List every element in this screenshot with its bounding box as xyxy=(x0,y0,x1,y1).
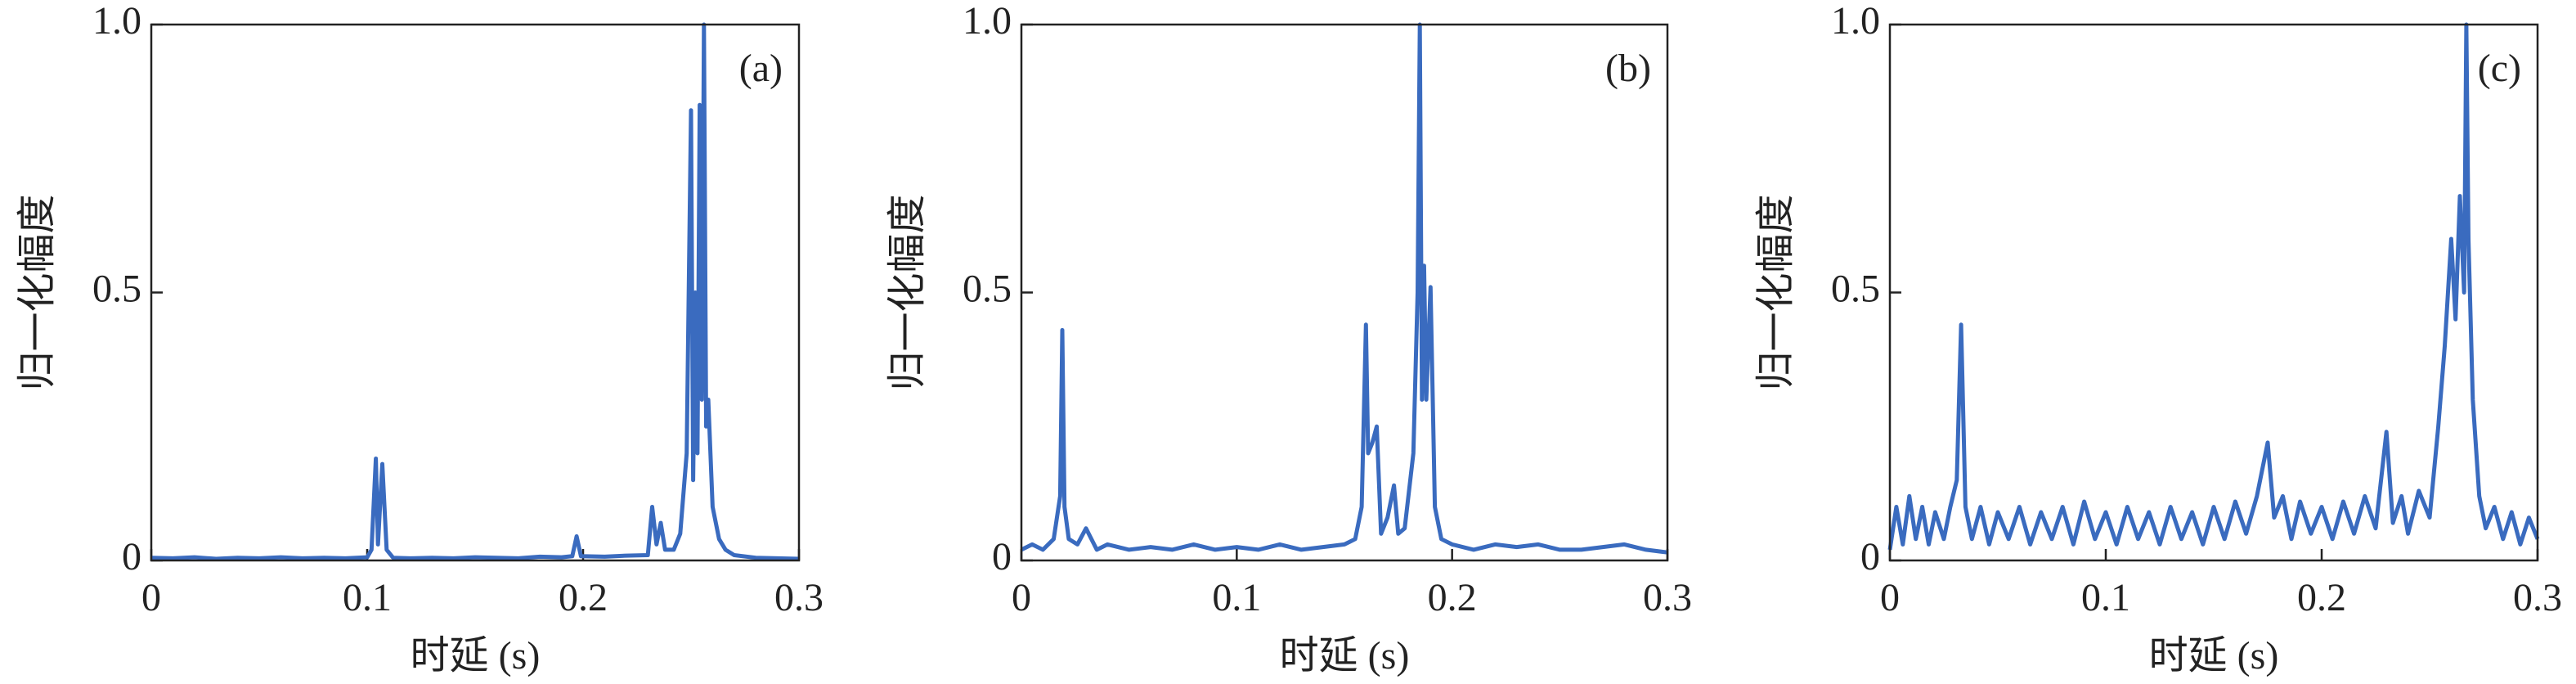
y-tick-label: 0 xyxy=(122,535,141,578)
x-tick-label: 0.3 xyxy=(774,576,824,619)
panel-label: (b) xyxy=(1605,47,1651,90)
x-tick-label: 0.2 xyxy=(559,576,608,619)
x-tick-label: 0.2 xyxy=(1428,576,1477,619)
panel-label: (a) xyxy=(739,47,783,90)
x-axis-label: 时延 (s) xyxy=(1280,634,1410,677)
signal-line xyxy=(1020,22,1668,555)
x-tick-label: 0 xyxy=(1012,576,1031,619)
x-tick-label: 0.1 xyxy=(1212,576,1261,619)
y-tick-label: 0.5 xyxy=(963,268,1012,311)
x-tick-label: 0 xyxy=(141,576,161,619)
y-tick-label: 0 xyxy=(992,535,1012,578)
y-axis-label: 归一化幅度 xyxy=(16,194,59,390)
signal-line xyxy=(150,22,800,561)
panel-label: (c) xyxy=(2478,47,2521,90)
plot-frame xyxy=(1888,23,2539,562)
x-axis-label: 时延 (s) xyxy=(411,634,541,677)
plot-frame xyxy=(1020,23,1669,562)
x-axis-label: 时延 (s) xyxy=(2149,634,2279,677)
plot-frame xyxy=(150,23,801,562)
x-tick-label: 0 xyxy=(1880,576,1900,619)
x-tick-label: 0.3 xyxy=(1643,576,1692,619)
x-tick-label: 0.1 xyxy=(343,576,392,619)
y-tick-label: 1.0 xyxy=(1831,0,1880,43)
y-axis-label: 归一化幅度 xyxy=(886,194,929,390)
y-tick-label: 1.0 xyxy=(963,0,1012,43)
signal-line xyxy=(1887,22,2540,551)
y-axis-label: 归一化幅度 xyxy=(1754,194,1797,390)
x-tick-label: 0.3 xyxy=(2513,576,2562,619)
y-tick-label: 1.0 xyxy=(92,0,141,43)
x-tick-label: 0.2 xyxy=(2297,576,2346,619)
x-tick-label: 0.1 xyxy=(2081,576,2130,619)
y-tick-label: 0 xyxy=(1860,535,1880,578)
y-tick-label: 0.5 xyxy=(1831,268,1880,311)
y-tick-label: 0.5 xyxy=(92,268,141,311)
